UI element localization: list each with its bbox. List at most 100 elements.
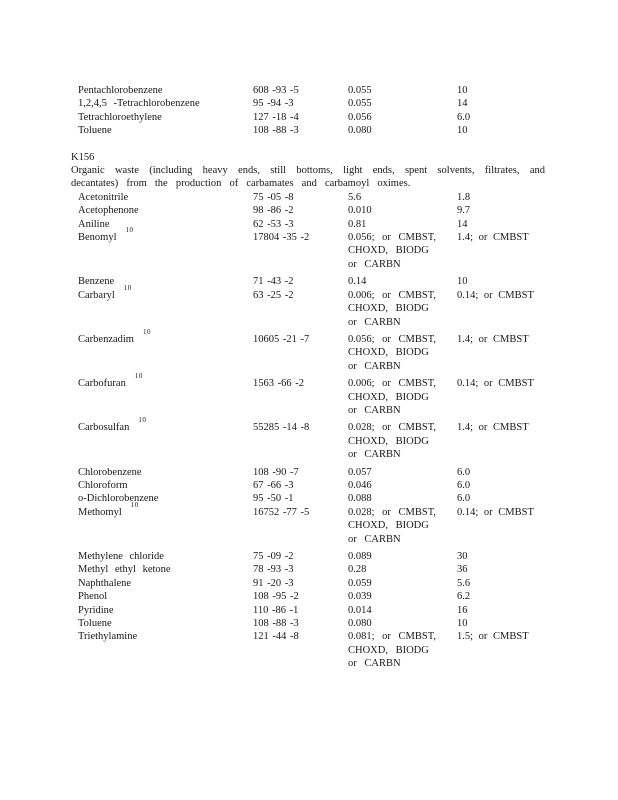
standard-line: 0.039 xyxy=(348,591,372,603)
constituent-name: Naphthalene xyxy=(78,577,253,590)
standard-line: 1.4; or CMBST xyxy=(457,333,529,345)
nonwastewater-standard: 0.080 xyxy=(348,124,457,137)
constituent-name: Toluene xyxy=(78,617,253,630)
constituent-name-text: Methyl ethyl ketone xyxy=(78,564,171,576)
nonwastewater-standard: 0.14 xyxy=(348,275,457,288)
standard-line: 0.056; or CMBST, xyxy=(348,333,436,345)
table-row: Toluene 108 -88 -3 0.080 10 xyxy=(0,617,618,630)
table-row: Methyl ethyl ketone 78 -93 -3 0.28 36 xyxy=(0,563,618,576)
standard-line: 0.010 xyxy=(348,205,372,217)
cas-number: 127 -18 -4 xyxy=(253,111,299,123)
table-row: Chlorobenzene 108 -90 -7 0.057 6.0 xyxy=(0,466,618,479)
constituent-name: Phenol xyxy=(78,590,253,603)
wastewater-standard: 10 xyxy=(457,124,618,137)
nonwastewater-standard: 5.6 xyxy=(348,191,457,204)
wastewater-standard: 10 xyxy=(457,617,618,630)
table-row: Methomyl 10 16752 -77 -5 0.028; or CMBST,… xyxy=(0,501,618,546)
standard-line: 0.14 xyxy=(348,276,367,288)
constituent-name-text: Phenol xyxy=(78,591,108,603)
standard-line: 0.080 xyxy=(348,125,372,137)
table-row: Carbenzadim 10 10605 -21 -7 0.056; or CMB… xyxy=(0,328,618,373)
constituent-name-text: Pentachlorobenzene xyxy=(78,85,163,96)
constituent-name: 1,2,4,5 -Tetrachlorobenzene xyxy=(78,97,253,110)
cas-number: 67 -66 -3 xyxy=(253,479,294,491)
standard-line: 1.4; or CMBST xyxy=(457,422,529,434)
constituent-name: Methylene chloride xyxy=(78,550,253,563)
table-row: Tetrachloroethylene 127 -18 -4 0.056 6.0 xyxy=(0,111,618,124)
constituent-name-text: Methomyl xyxy=(78,506,122,518)
constituent-name-text: Methylene chloride xyxy=(78,551,164,562)
standard-line: 16 xyxy=(457,604,468,616)
standard-line: 9.7 xyxy=(457,205,471,217)
table-row: Aniline 62 -53 -3 0.81 14 xyxy=(0,218,618,231)
wastewater-standard: 1.4; or CMBST xyxy=(457,333,618,346)
cas-number: 75 -09 -2 xyxy=(253,551,294,562)
standard-line: 10 xyxy=(457,85,468,96)
standard-line: 0.028; or CMBST, xyxy=(348,422,436,434)
cas-number: 95 -50 -1 xyxy=(253,493,294,505)
table-row: Pyridine 110 -86 -1 0.014 16 xyxy=(0,604,618,617)
table-row: Benzene 71 -43 -2 0.14 10 xyxy=(0,275,618,288)
nonwastewater-standard: 0.039 xyxy=(348,590,457,603)
footnote-superscript: 10 xyxy=(134,372,143,381)
table-row: Toluene 108 -88 -3 0.080 10 xyxy=(0,124,618,137)
footnote-superscript: 10 xyxy=(138,416,147,425)
standard-line: 1.8 xyxy=(457,191,471,203)
cas-number: 108 -90 -7 xyxy=(253,466,299,478)
cas-number: 108 -88 -3 xyxy=(253,125,299,137)
constituent-name-text: o-Dichlorobenzene xyxy=(78,493,159,505)
standard-line: 0.089 xyxy=(348,551,372,562)
standard-line: 5.6 xyxy=(348,191,362,203)
table-row: Benomyl 10 17804 -35 -2 0.056; or CMBST, C… xyxy=(0,227,618,271)
cas-number: 55285 -14 -8 xyxy=(253,422,310,434)
constituent-name: Pyridine xyxy=(78,604,253,617)
cas-number: 108 -88 -3 xyxy=(253,618,299,630)
constituent-name-text: Carbofuran xyxy=(78,378,126,390)
wastewater-standard: 1.4; or CMBST xyxy=(457,421,618,434)
cas-number: 63 -25 -2 xyxy=(253,289,294,301)
standard-line: or CARBN xyxy=(348,316,401,328)
constituent-name: Chlorobenzene xyxy=(78,466,253,479)
wastewater-standard: 0.14; or CMBST xyxy=(457,289,618,302)
nonwastewater-standard: 0.010 xyxy=(348,204,457,217)
footnote-superscript: 10 xyxy=(130,500,139,509)
table-row: Triethylamine 121 -44 -8 0.081; or CMBST… xyxy=(0,630,618,670)
constituent-name-text: Tetrachloroethylene xyxy=(78,111,162,123)
standard-line: 0.056 xyxy=(348,111,372,123)
wastewater-standard: 30 xyxy=(457,550,618,563)
standard-line: 0.080 xyxy=(348,618,372,630)
nonwastewater-standard: 0.089 xyxy=(348,550,457,563)
pre-section-table: Pentachlorobenzene 608 -93 -5 0.055 10 1… xyxy=(0,84,618,138)
standard-line: 30 xyxy=(457,551,468,562)
standard-line: 14 xyxy=(457,98,468,110)
standard-line: 0.056; or CMBST, xyxy=(348,232,436,244)
footnote-superscript: 10 xyxy=(123,283,132,292)
standard-line: 14 xyxy=(457,218,468,230)
standard-line: 1.4; or CMBST xyxy=(457,232,529,244)
standard-line: 0.055 xyxy=(348,85,372,96)
standard-line: 0.14; or CMBST xyxy=(457,506,534,518)
table-row: Naphthalene 91 -20 -3 0.059 5.6 xyxy=(0,577,618,590)
constituent-name: Carbaryl 10 xyxy=(78,284,253,302)
constituent-name: Acetophenone xyxy=(78,204,253,217)
constituent-name: Tetrachloroethylene xyxy=(78,111,253,124)
standard-line: 6.0 xyxy=(457,479,471,491)
constituent-name-text: 1,2,4,5 -Tetrachlorobenzene xyxy=(78,98,200,110)
table-row: Acetophenone 98 -86 -2 0.010 9.7 xyxy=(0,204,618,217)
constituent-name: Methyl ethyl ketone xyxy=(78,563,253,576)
wastewater-standard: 1.5; or CMBST xyxy=(457,630,618,643)
wastewater-standard: 9.7 xyxy=(457,204,618,217)
standard-line: or CARBN xyxy=(348,258,401,270)
nonwastewater-standard: 0.046 xyxy=(348,479,457,492)
constituent-name: Toluene xyxy=(78,124,253,137)
constituent-name-text: Carbaryl xyxy=(78,289,115,301)
standard-line: CHOXD, BIODG xyxy=(348,520,429,532)
wastewater-standard: 16 xyxy=(457,604,618,617)
nonwastewater-standard: 0.055 xyxy=(348,97,457,110)
standard-line: 0.81 xyxy=(348,218,367,230)
table-row: Carbofuran 10 1563 -66 -2 0.006; or CMBST… xyxy=(0,373,618,417)
table-row: 1,2,4,5 -Tetrachlorobenzene 95 -94 -3 0.… xyxy=(0,97,618,110)
constituent-name: Triethylamine xyxy=(78,630,253,643)
constituent-name: Methomyl 10 xyxy=(78,501,253,519)
